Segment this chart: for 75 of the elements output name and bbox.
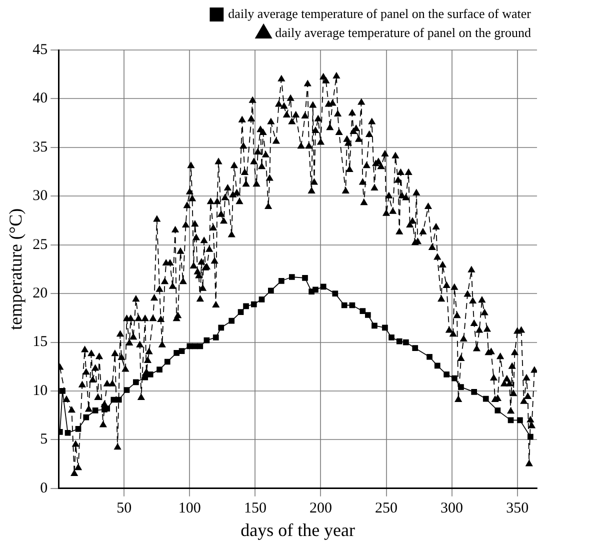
point: [494, 408, 501, 414]
point: [204, 337, 210, 344]
point: [142, 374, 148, 380]
point: [104, 406, 110, 412]
point: [60, 388, 66, 394]
point: [156, 366, 162, 372]
y-axis-title: temperature (°C): [6, 208, 26, 330]
point: [320, 284, 326, 290]
point: [332, 290, 338, 296]
point: [278, 278, 284, 284]
x-axis-title: days of the year: [240, 520, 356, 540]
point: [238, 309, 244, 315]
point: [388, 334, 394, 340]
point: [444, 371, 450, 378]
y-tick-label: 0: [40, 480, 48, 496]
point: [124, 387, 130, 393]
y-tick-label: 40: [32, 90, 48, 107]
point: [471, 389, 478, 395]
point: [218, 324, 224, 331]
point: [186, 343, 193, 350]
point: [212, 334, 219, 340]
point: [482, 396, 489, 402]
x-tick-label: 50: [116, 500, 132, 516]
point: [382, 324, 388, 331]
x-tick-label: 350: [506, 500, 529, 516]
y-tick-label: 35: [32, 139, 48, 156]
point: [458, 384, 464, 390]
point: [192, 343, 198, 350]
point: [364, 312, 371, 318]
y-tick-label: 20: [32, 285, 48, 302]
x-tick-label: 100: [178, 500, 201, 516]
y-tick-label: 10: [32, 382, 48, 399]
x-tick-label: 200: [309, 500, 332, 516]
point: [372, 322, 378, 329]
point: [528, 434, 534, 440]
point: [64, 430, 71, 436]
point: [268, 288, 274, 294]
y-tick-label: 15: [32, 334, 48, 350]
point: [403, 339, 409, 346]
point: [92, 408, 98, 414]
point: [258, 296, 265, 302]
point: [341, 302, 348, 308]
y-tick-label: 30: [32, 188, 48, 204]
point: [508, 417, 514, 424]
point: [228, 318, 235, 324]
y-tick-label: 5: [40, 432, 48, 448]
point: [412, 345, 418, 352]
point: [302, 275, 308, 281]
x-tick-label: 150: [244, 500, 266, 516]
point: [452, 375, 458, 382]
point: [517, 417, 523, 424]
point: [349, 302, 356, 308]
point: [83, 414, 90, 420]
point: [75, 426, 82, 432]
point: [250, 301, 257, 308]
y-tick-label: 45: [32, 42, 48, 58]
point: [164, 358, 170, 365]
point: [133, 379, 139, 386]
legend-label: daily average temperature of panel on the ground: [275, 24, 532, 40]
point: [434, 362, 440, 369]
point: [360, 308, 366, 314]
x-tick-label: 250: [375, 500, 398, 516]
point: [288, 274, 295, 280]
x-tick-label: 300: [440, 500, 464, 516]
point: [110, 396, 117, 403]
y-tick-label: 25: [32, 236, 48, 253]
point: [426, 354, 432, 360]
legend-label: daily average temperature of panel on the surface of water: [228, 6, 532, 21]
point: [116, 396, 122, 403]
point: [243, 303, 249, 310]
point: [178, 348, 185, 354]
point: [174, 350, 180, 356]
point: [197, 343, 204, 350]
point: [396, 338, 402, 344]
point: [312, 286, 318, 293]
